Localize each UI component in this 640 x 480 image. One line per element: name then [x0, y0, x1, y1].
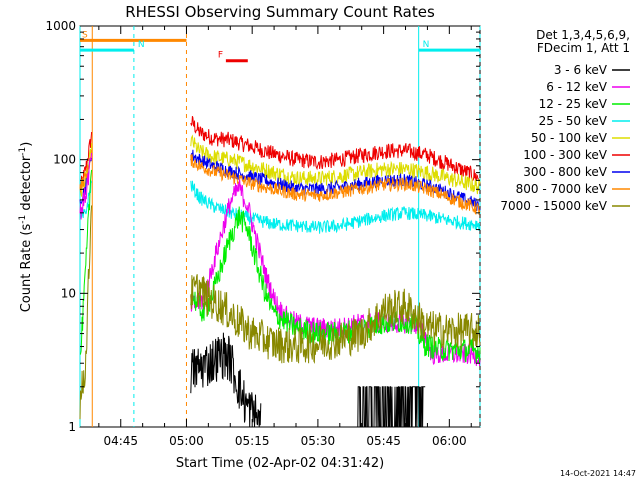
plot-area: S N N F 1 10 100 1000 04:45 05:00 05:15 05:30 05:4… [45, 19, 481, 448]
y-axis-label-main: Count Rate (s [19, 224, 34, 313]
x-axis-ticks: 04:45 05:00 05:15 05:30 05:45 06:00 [98, 26, 472, 448]
x-tick-label: 05:00 [169, 434, 204, 448]
legend-label: 25 - 50 keV [539, 114, 608, 128]
flag-bars: S N N F [80, 30, 480, 63]
legend-label: 50 - 100 keV [531, 131, 608, 145]
y-axis-label-detector: detector [19, 155, 34, 215]
y-tick-label: 1 [68, 420, 76, 434]
flag-label: S [82, 30, 88, 40]
legend-label: 100 - 300 keV [523, 148, 607, 162]
series-burst-line [357, 386, 426, 428]
series-line [190, 332, 262, 428]
y-tick-label: 10 [61, 286, 76, 300]
x-tick-label: 04:45 [103, 434, 138, 448]
y-tick-label: 1000 [45, 19, 76, 33]
legend-label: 12 - 25 keV [539, 97, 608, 111]
series-lines [79, 116, 481, 428]
legend-label: 6 - 12 keV [546, 80, 608, 94]
y-tick-label: 100 [53, 153, 76, 167]
legend-header-line-2: FDecim 1, Att 1 [537, 41, 630, 55]
series-line [79, 205, 481, 420]
vertical-markers [79, 26, 481, 427]
chart-title: RHESSI Observing Summary Count Rates [125, 3, 435, 21]
legend-header-line-1: Det 1,3,4,5,6,9, [536, 28, 630, 42]
legend-label: 800 - 7000 keV [516, 182, 608, 196]
y-axis-label-close: ) [19, 142, 34, 147]
x-tick-label: 05:45 [366, 434, 401, 448]
x-tick-label: 05:15 [235, 434, 270, 448]
legend-label: 7000 - 15000 keV [500, 199, 607, 213]
flag-label: N [138, 40, 145, 50]
x-tick-label: 05:30 [301, 434, 336, 448]
legend-label: 300 - 800 keV [523, 165, 607, 179]
footer-timestamp: 14-Oct-2021 14:47 [560, 469, 636, 478]
y-axis-ticks: 1 10 100 1000 [45, 19, 480, 434]
x-tick-label: 06:00 [432, 434, 467, 448]
legend: Det 1,3,4,5,6,9, FDecim 1, Att 1 3 - 6 k… [500, 28, 630, 213]
x-axis-label: Start Time (02-Apr-02 04:31:42) [176, 456, 384, 471]
y-axis-label-exp-2: -1 [18, 147, 28, 156]
flag-label: F [218, 51, 223, 61]
legend-label: 3 - 6 keV [554, 63, 608, 77]
y-axis-label: Count Rate (s-1 detector-1) [18, 142, 34, 313]
flag-label: N [423, 40, 430, 50]
y-axis-label-exp-1: -1 [18, 215, 28, 224]
